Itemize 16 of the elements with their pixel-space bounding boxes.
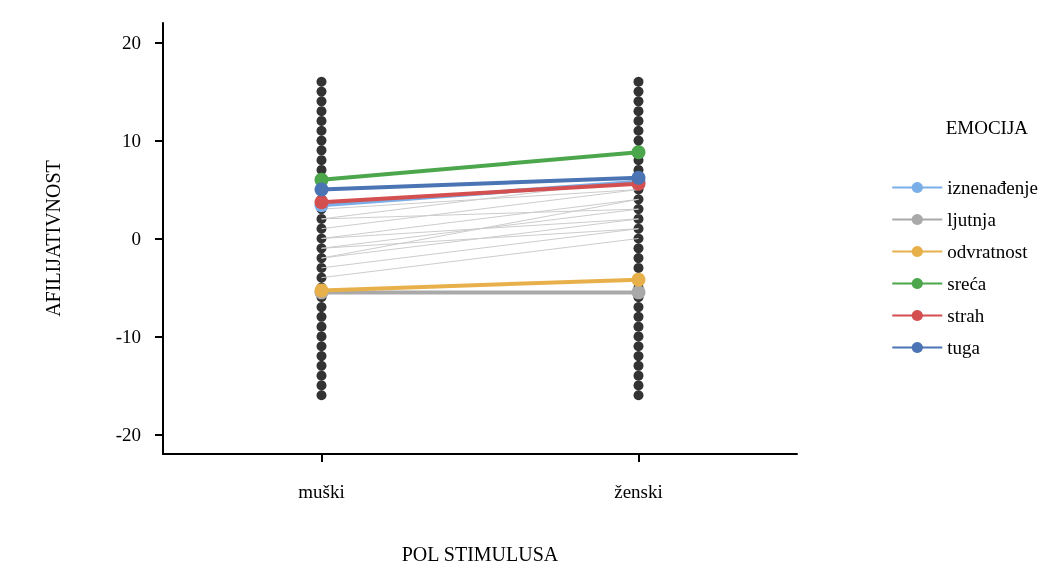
legend-label: strah <box>947 305 985 326</box>
legend-title: EMOCIJA <box>945 117 1029 138</box>
y-tick-label: 20 <box>122 32 141 54</box>
y-tick-label: 0 <box>131 228 141 249</box>
y-tick-label: -20 <box>115 423 141 445</box>
y-tick-label: -10 <box>115 325 141 347</box>
legend-label: tuga <box>947 337 981 358</box>
y-axis-title: AFILIJATIVNOST <box>42 160 64 317</box>
legend-label: sreća <box>947 273 987 294</box>
legend-label: ljutnja <box>947 209 997 230</box>
y-tick-label: 10 <box>122 130 141 152</box>
legend-label: iznenađenje <box>947 177 1039 198</box>
x-tick-label: ženski <box>614 481 663 502</box>
x-axis-title: POL STIMULUSA <box>401 543 559 565</box>
legend-label: odvratnost <box>947 241 1029 262</box>
x-tick-label: muški <box>298 481 345 502</box>
